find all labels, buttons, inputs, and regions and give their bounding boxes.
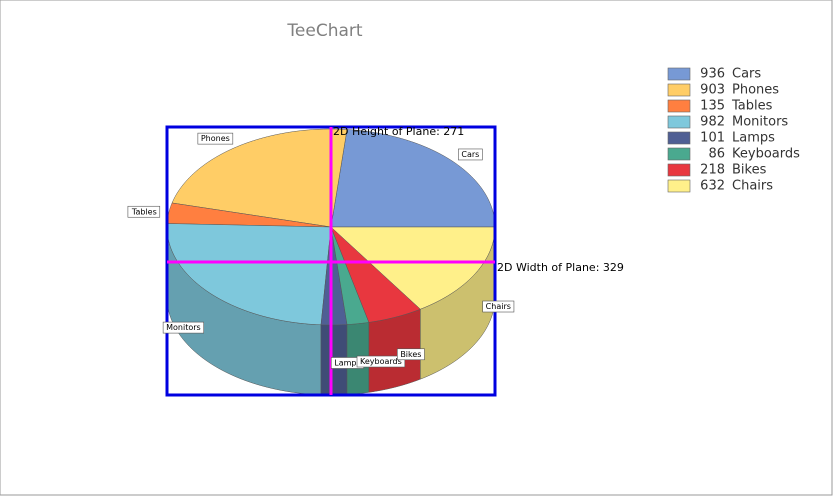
legend-value: 135 [700, 99, 725, 114]
slice-label: Chairs [482, 300, 515, 313]
label-text: Bikes [400, 350, 421, 359]
slice [166, 223, 332, 326]
slice [320, 226, 348, 326]
pie [166, 128, 496, 396]
label-box [197, 132, 234, 145]
legend-value: 218 [700, 163, 725, 178]
legend-label: Chairs [732, 179, 773, 194]
height-annotation: 2D Height of Plane: 271 [333, 125, 464, 138]
label-text: Cars [461, 150, 479, 159]
label-box [482, 300, 515, 313]
legend-value: 936 [700, 67, 725, 82]
legend-label: Lamps [732, 131, 775, 146]
legend-swatch [667, 179, 691, 193]
label-text: Tables [131, 207, 157, 216]
legend: 936 Cars 903 Phones 135 Tables 982 Monitors 101 L… [667, 67, 800, 194]
legend-value: 101 [700, 131, 725, 146]
slice-labels: Cars Phones Tables Monitors Lamps KeyboardsBi… [127, 132, 515, 369]
legend-swatch [667, 67, 691, 81]
slice [171, 128, 348, 228]
legend-label: Bikes [732, 163, 767, 178]
legend-swatch [667, 163, 691, 177]
label-box [397, 348, 425, 361]
legend-value: 632 [700, 179, 725, 194]
label-text: Keyboards [360, 357, 402, 366]
legend-value: 903 [700, 83, 725, 98]
legend-swatch [667, 131, 691, 145]
slice [330, 129, 496, 228]
slice-label: Keyboards [356, 355, 406, 368]
slice [330, 226, 496, 310]
label-box [162, 321, 204, 334]
legend-swatch [667, 115, 691, 129]
label-box [127, 205, 161, 218]
label-text: Chairs [486, 302, 511, 311]
slice-label: Phones [197, 132, 234, 145]
width-annotation: 2D Width of Plane: 329 [497, 261, 624, 274]
legend-label: Keyboards [732, 147, 800, 162]
legend-label: Phones [732, 83, 779, 98]
chart-title: TeeChart [286, 21, 362, 41]
slice-label: Cars [458, 148, 483, 161]
legend-label: Tables [731, 99, 773, 114]
legend-value: 982 [700, 115, 725, 130]
label-text: Phones [201, 134, 230, 143]
slice-label: Bikes [397, 348, 425, 361]
label-text: Lamps [334, 358, 360, 367]
legend-swatch [667, 99, 691, 113]
legend-label: Cars [732, 67, 761, 82]
legend-value: 86 [708, 147, 725, 162]
legend-swatch [667, 147, 691, 161]
slice [330, 226, 421, 323]
slice-label: Monitors [162, 321, 204, 334]
legend-swatch [667, 83, 691, 97]
legend-label: Monitors [732, 115, 788, 130]
label-text: Monitors [166, 323, 201, 332]
label-box [356, 355, 406, 368]
slice-label: Tables [127, 205, 161, 218]
label-box [458, 148, 483, 161]
